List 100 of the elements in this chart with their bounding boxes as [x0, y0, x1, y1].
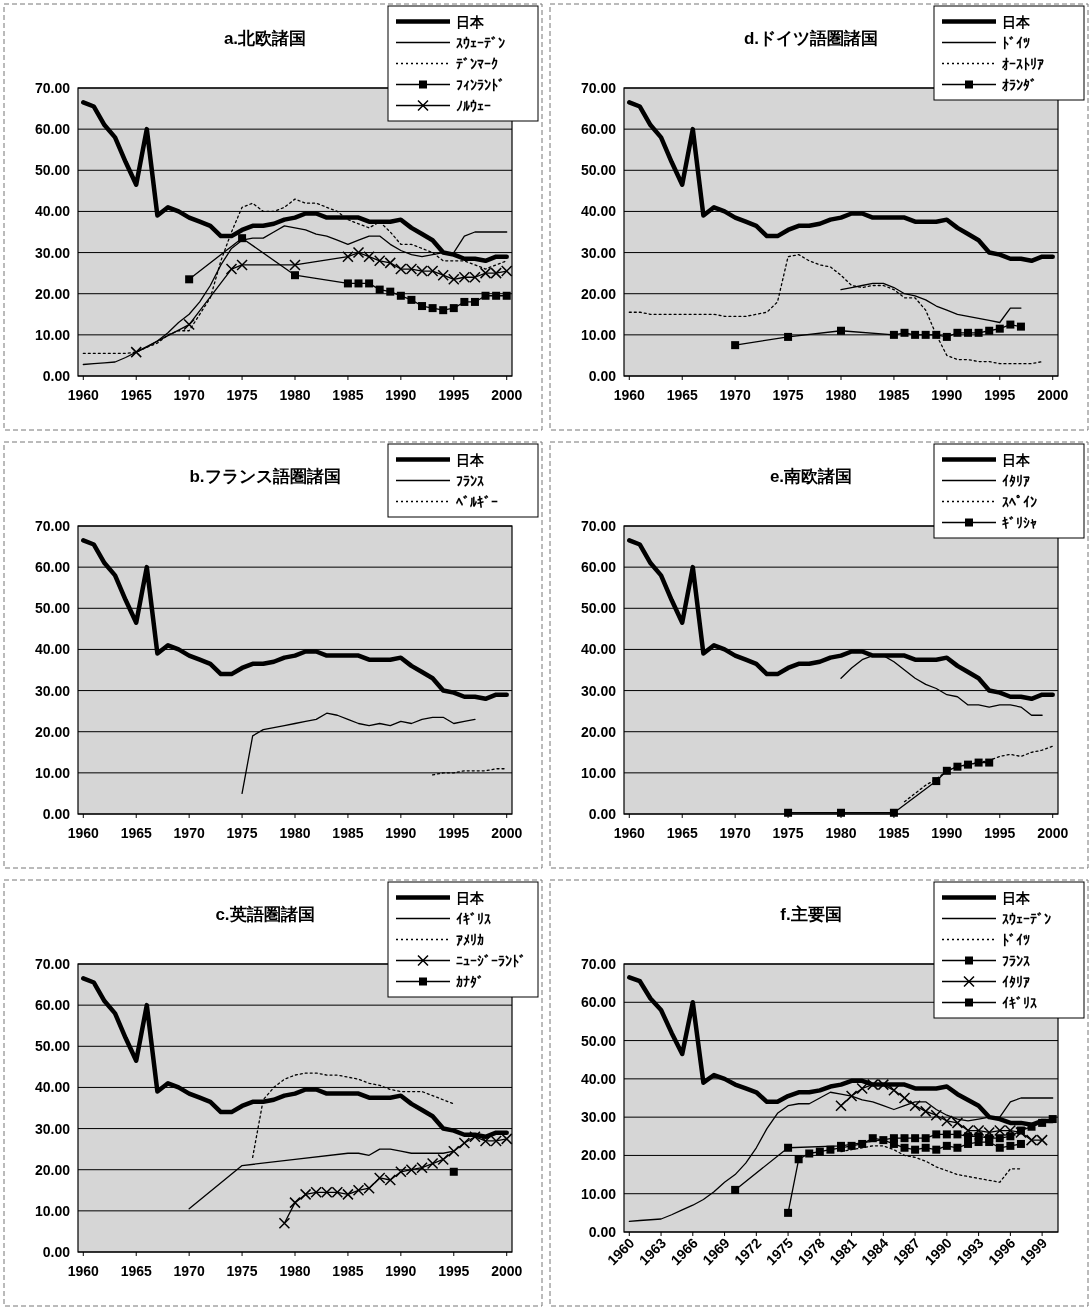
y-tick-label: 70.00	[34, 80, 71, 96]
x-tick-label: 1965	[120, 387, 152, 403]
y-tick-label: 20.00	[580, 723, 617, 740]
y-tick-label: 40.00	[34, 1079, 71, 1096]
y-tick-label: 50.00	[34, 600, 71, 617]
x-tick-label: 1995	[984, 825, 1016, 841]
x-tick-label: 1980	[825, 387, 857, 403]
legend-label: ｲﾀﾘｱ	[1002, 973, 1030, 990]
y-tick-label: 70.00	[34, 518, 71, 534]
x-tick-label: 1965	[666, 387, 698, 403]
x-tick-label: 2000	[491, 825, 523, 841]
y-tick-label: 60.00	[580, 559, 617, 576]
x-tick-label: 1970	[173, 387, 205, 403]
x-tick-label: 1995	[438, 1263, 470, 1279]
chart-title: b.フランス語圏諸国	[189, 467, 341, 486]
x-tick-label: 1980	[825, 825, 857, 841]
legend-label: ｽﾍﾟｲﾝ	[1002, 493, 1037, 510]
y-tick-label: 60.00	[34, 121, 71, 138]
chart-title: c.英語圏諸国	[215, 905, 315, 924]
y-tick-label: 20.00	[34, 723, 71, 740]
chart-title: e.南欧諸国	[769, 467, 853, 486]
legend-label: ﾉﾙｳｪｰ	[456, 97, 491, 114]
legend-label: ｵｰｽﾄﾘｱ	[1002, 55, 1044, 72]
x-tick-label: 1965	[120, 1263, 152, 1279]
legend-label: 日本	[1002, 13, 1031, 30]
y-tick-label: 60.00	[580, 994, 617, 1011]
y-tick-label: 20.00	[34, 1161, 71, 1178]
legend-label: ｲﾀﾘｱ	[1002, 472, 1030, 489]
x-tick-label: 1985	[332, 825, 364, 841]
legend-label: ｲｷﾞﾘｽ	[456, 910, 491, 927]
y-tick-label: 50.00	[580, 1032, 617, 1049]
y-tick-label: 40.00	[34, 641, 71, 658]
x-tick-label: 1960	[613, 387, 646, 403]
legend-label: ﾄﾞｲﾂ	[1002, 34, 1030, 51]
y-tick-label: 60.00	[34, 559, 71, 576]
y-tick-label: 10.00	[34, 1202, 71, 1219]
x-tick-label: 1965	[120, 825, 152, 841]
y-tick-label: 40.00	[580, 1070, 617, 1087]
legend-label: ﾍﾞﾙｷﾞｰ	[456, 493, 498, 510]
y-tick-label: 30.00	[34, 1120, 71, 1137]
x-tick-label: 1990	[931, 825, 963, 841]
x-tick-label: 1995	[438, 825, 470, 841]
x-tick-label: 1960	[613, 825, 646, 841]
y-tick-label: 10.00	[580, 1185, 617, 1202]
y-tick-label: 30.00	[580, 1109, 617, 1126]
legend-label: ﾃﾞﾝﾏｰｸ	[456, 55, 498, 72]
x-tick-label: 1975	[226, 387, 258, 403]
x-tick-label: 1995	[984, 387, 1016, 403]
y-tick-label: 10.00	[580, 764, 617, 781]
y-tick-label: 0.00	[42, 806, 71, 822]
y-tick-label: 30.00	[34, 682, 71, 699]
x-tick-label: 2000	[1037, 825, 1069, 841]
y-tick-label: 40.00	[580, 641, 617, 658]
x-tick-label: 1965	[666, 825, 698, 841]
x-tick-label: 1975	[226, 825, 258, 841]
y-tick-label: 60.00	[580, 121, 617, 138]
x-tick-label: 1985	[332, 1263, 364, 1279]
chart-title: a.北欧諸国	[223, 29, 307, 48]
chart-title: d.ドイツ語圏諸国	[743, 29, 879, 48]
x-tick-label: 2000	[1037, 387, 1069, 403]
x-tick-label: 1985	[878, 825, 910, 841]
x-tick-label: 1980	[279, 387, 311, 403]
y-tick-label: 50.00	[34, 162, 71, 179]
x-tick-label: 1975	[226, 1263, 258, 1279]
x-tick-label: 1975	[772, 387, 804, 403]
legend-label: 日本	[456, 451, 485, 468]
legend-label: ｶﾅﾀﾞ	[456, 973, 484, 990]
x-tick-label: 1960	[67, 387, 100, 403]
x-tick-label: 1975	[772, 825, 804, 841]
y-tick-label: 0.00	[588, 1224, 617, 1240]
x-tick-label: 1995	[438, 387, 470, 403]
y-tick-label: 30.00	[580, 682, 617, 699]
y-tick-label: 70.00	[580, 956, 617, 972]
y-tick-label: 0.00	[588, 368, 617, 384]
y-tick-label: 10.00	[34, 764, 71, 781]
y-tick-label: 20.00	[580, 285, 617, 302]
x-tick-label: 1980	[279, 1263, 311, 1279]
y-tick-label: 40.00	[580, 203, 617, 220]
y-tick-label: 50.00	[34, 1038, 71, 1055]
y-tick-label: 70.00	[34, 956, 71, 972]
x-tick-label: 1990	[931, 387, 963, 403]
y-tick-label: 0.00	[42, 368, 71, 384]
chart-title: f.主要国	[780, 905, 842, 924]
y-tick-label: 30.00	[34, 244, 71, 261]
y-tick-label: 10.00	[34, 326, 71, 343]
x-tick-label: 1985	[332, 387, 364, 403]
x-tick-label: 1990	[385, 1263, 417, 1279]
x-tick-label: 1990	[385, 387, 417, 403]
legend-label: ﾄﾞｲﾂ	[1002, 931, 1030, 948]
x-tick-label: 1960	[67, 1263, 100, 1279]
y-tick-label: 20.00	[34, 285, 71, 302]
y-tick-label: 20.00	[580, 1147, 617, 1164]
x-tick-label: 2000	[491, 1263, 523, 1279]
x-tick-label: 1960	[67, 825, 100, 841]
legend-label: 日本	[456, 889, 485, 906]
y-tick-label: 60.00	[34, 997, 71, 1014]
legend-label: ﾌｨﾝﾗﾝﾄﾞ	[456, 76, 505, 93]
legend-label: ｱﾒﾘｶ	[456, 931, 484, 948]
x-tick-label: 1990	[385, 825, 417, 841]
legend-label: 日本	[1002, 889, 1031, 906]
